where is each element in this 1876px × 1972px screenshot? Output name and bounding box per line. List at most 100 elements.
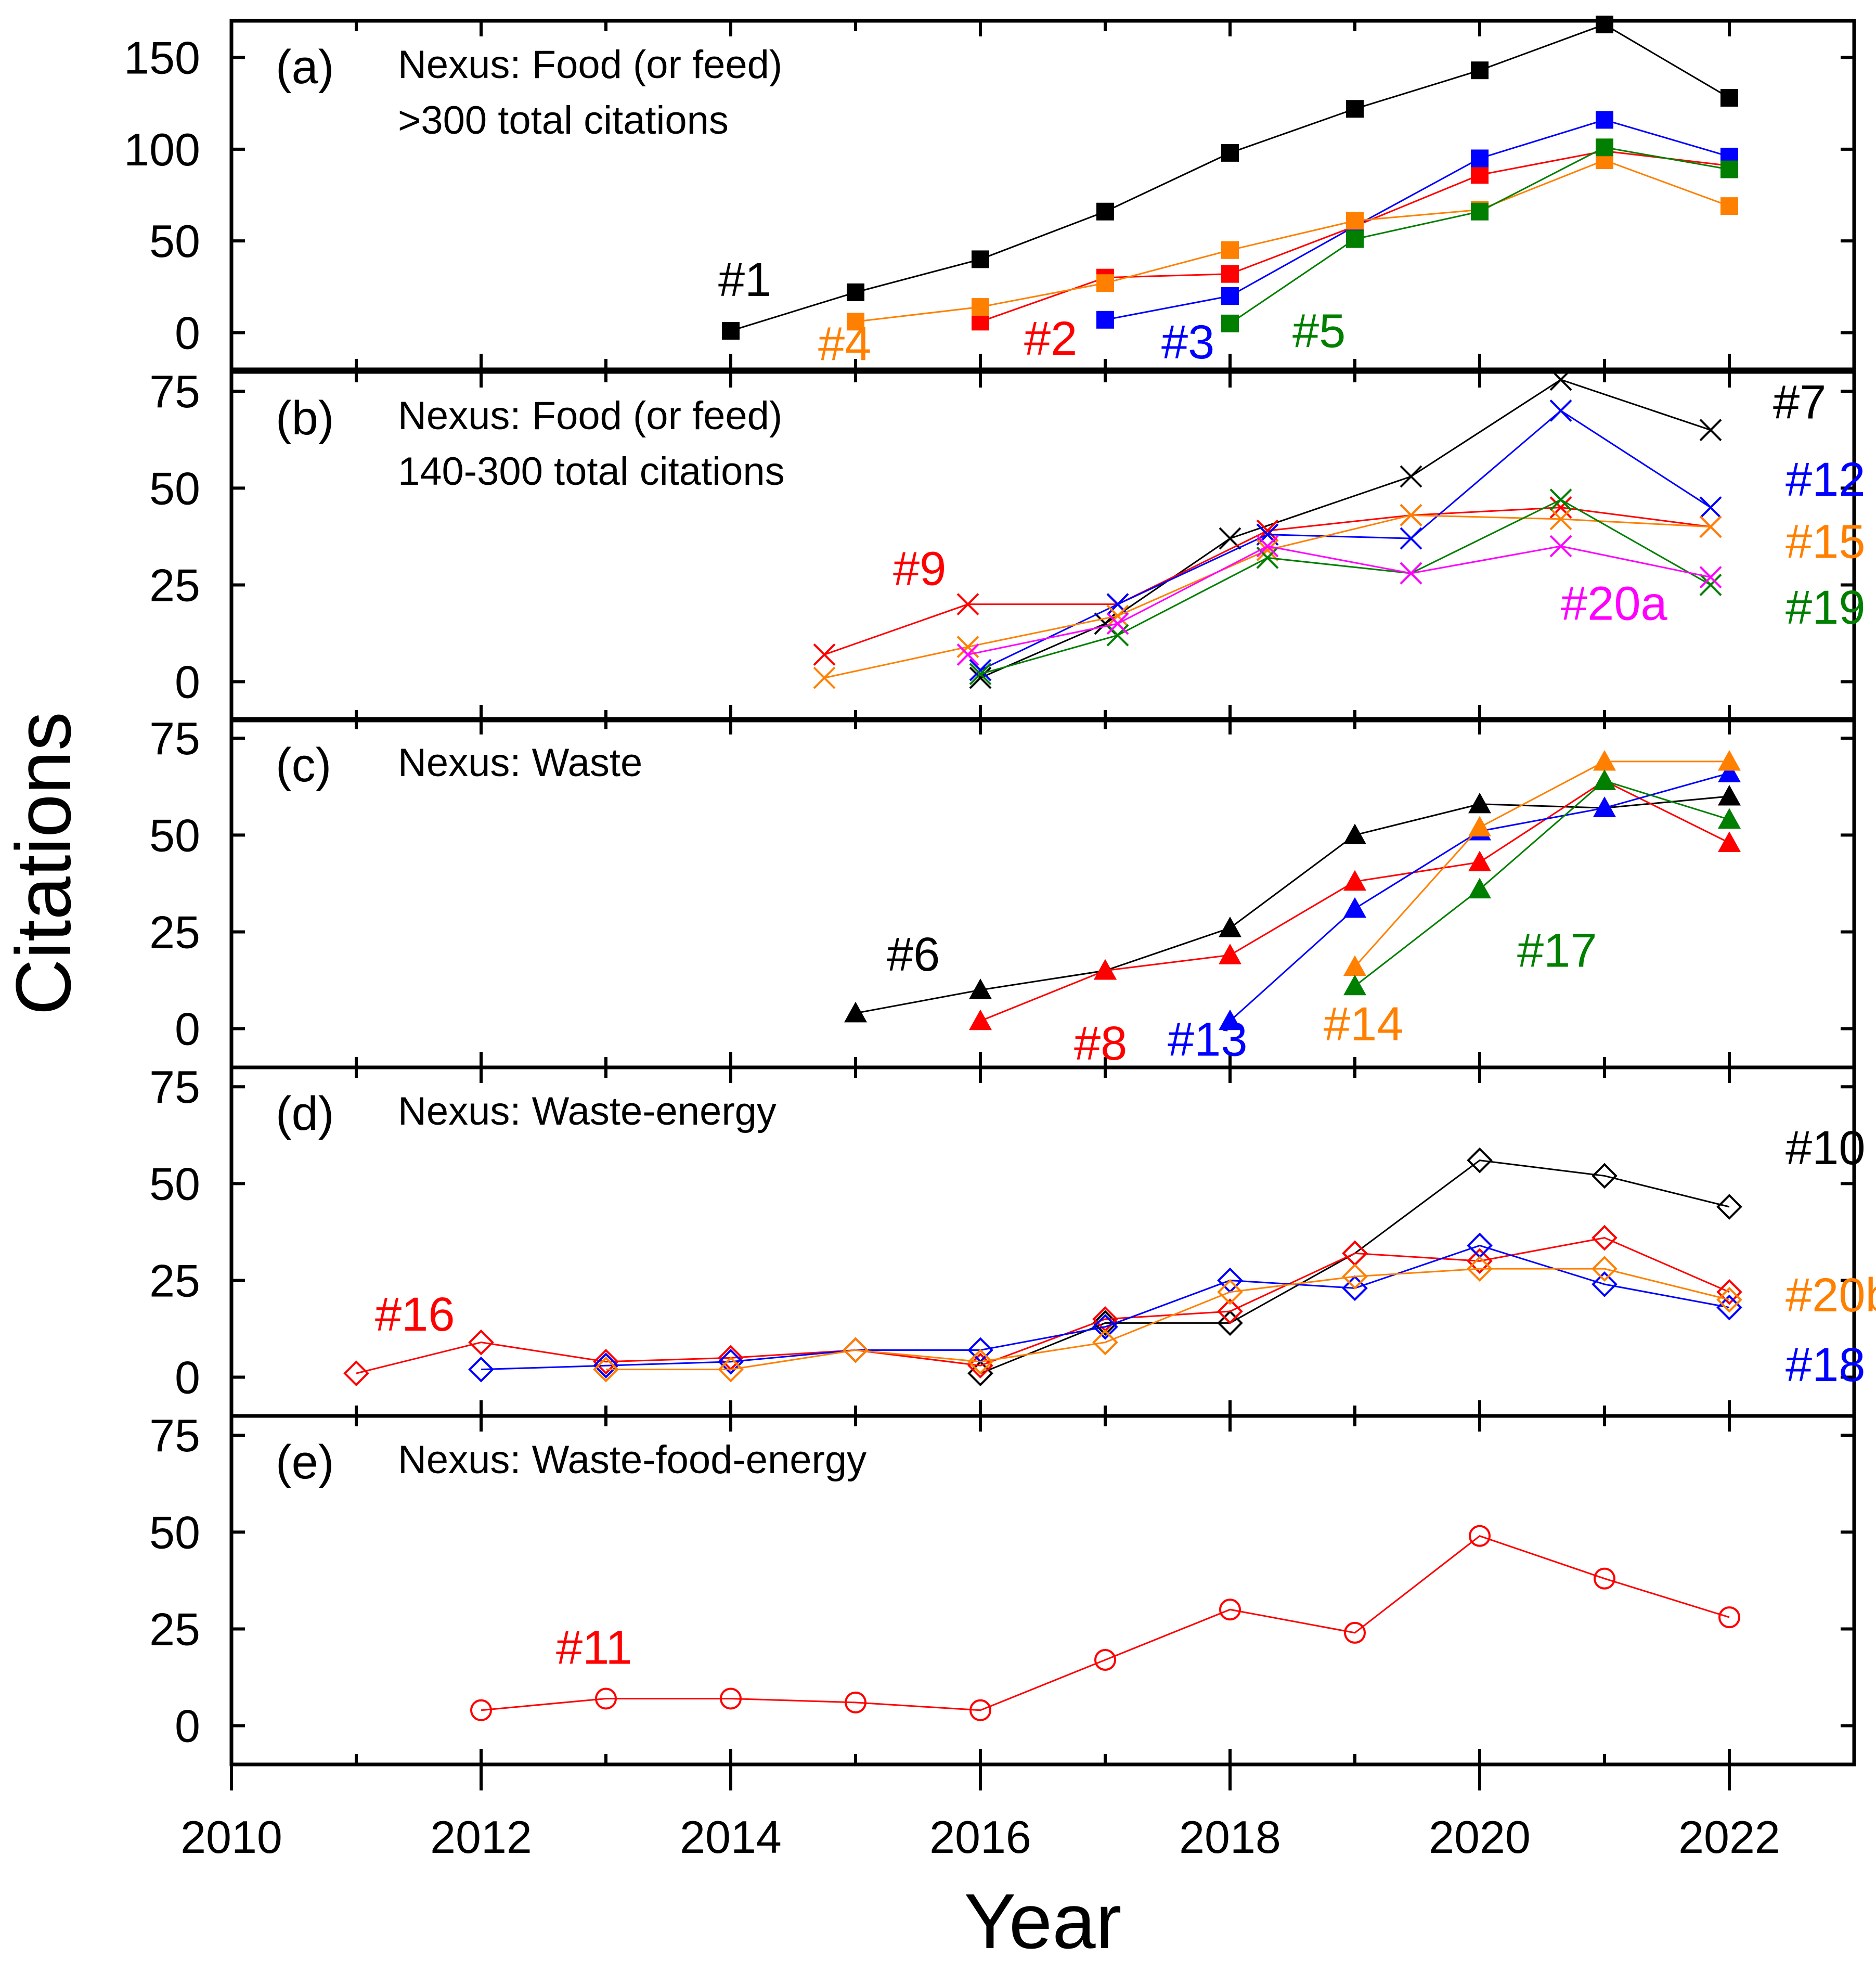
series-n12 xyxy=(969,399,1722,681)
data-point-square xyxy=(1720,89,1738,107)
data-point-square xyxy=(847,283,864,301)
data-point-cross xyxy=(1699,574,1722,596)
data-point-cross xyxy=(1549,399,1572,422)
data-point-cross xyxy=(969,666,992,689)
data-point-circle xyxy=(720,1687,742,1710)
series-n10 xyxy=(967,1147,1742,1386)
data-point-diamond xyxy=(468,1329,494,1356)
data-point-diamond xyxy=(1716,1279,1742,1305)
y-tick-label: 100 xyxy=(124,124,200,175)
panel-title: >300 total citations xyxy=(398,98,729,143)
data-point-cross xyxy=(1400,562,1422,585)
data-point-cross xyxy=(1106,624,1129,647)
data-point-triangle xyxy=(1343,897,1366,918)
data-point-triangle xyxy=(1468,878,1491,899)
data-point-circle xyxy=(845,1691,866,1713)
cross-stroke xyxy=(1106,604,1129,627)
data-point-circle xyxy=(470,1699,492,1721)
data-point-square xyxy=(1221,287,1239,305)
data-point-triangle xyxy=(1718,784,1741,806)
data-point-cross xyxy=(1400,465,1422,488)
data-point-square xyxy=(1596,16,1613,34)
series-line xyxy=(967,545,1711,655)
data-point-square xyxy=(1471,61,1489,80)
cross-stroke xyxy=(1256,546,1279,569)
data-point-diamond xyxy=(1342,1275,1368,1301)
data-point-square xyxy=(722,321,740,340)
series-label: #18 xyxy=(1786,1338,1866,1391)
data-point-triangle xyxy=(1718,831,1741,852)
panel-e: 0 25 50 75 (e) Nexus: Waste-food-energy #11 xyxy=(149,1410,1856,1767)
series-line xyxy=(1354,780,1730,987)
data-point-cross xyxy=(1400,504,1422,526)
data-point-triangle xyxy=(1718,762,1741,782)
data-point-square xyxy=(1720,160,1738,178)
cross-stroke xyxy=(1549,508,1572,531)
data-point-diamond xyxy=(1592,1256,1618,1282)
series-n20a xyxy=(956,535,1722,666)
y-tick-label: 0 xyxy=(175,307,200,358)
panel-title: Nexus: Food (or feed) xyxy=(398,43,782,87)
data-point-square xyxy=(1096,311,1114,329)
series-n1 xyxy=(722,16,1738,340)
panel-tag: (e) xyxy=(276,1436,334,1489)
cross-stroke xyxy=(1256,535,1279,558)
series-label: #2 xyxy=(1024,312,1077,365)
series-label: #20b xyxy=(1786,1269,1876,1322)
data-point-triangle xyxy=(1468,816,1491,837)
series-label: #16 xyxy=(375,1288,455,1341)
series-label: #11 xyxy=(556,1621,632,1674)
y-tick-label: 50 xyxy=(149,1506,200,1558)
y-tick-label: 50 xyxy=(149,462,200,514)
cross-stroke xyxy=(969,663,992,686)
data-point-cross xyxy=(1106,612,1129,635)
y-tick-label: 25 xyxy=(149,906,200,958)
series-n14 xyxy=(1343,750,1741,976)
cross-stroke xyxy=(813,666,836,689)
y-tick-label: 0 xyxy=(175,656,200,708)
panel-c: 0 25 50 75 (c) Nexus: Waste #6 #8 #13 #14 #17 xyxy=(149,713,1856,1070)
data-point-square xyxy=(1596,138,1613,157)
data-point-square xyxy=(1471,149,1489,167)
data-point-circle xyxy=(969,1699,991,1721)
series-n6 xyxy=(844,784,1741,1023)
data-point-diamond xyxy=(1217,1310,1243,1336)
cross-stroke xyxy=(1699,496,1722,519)
data-point-diamond xyxy=(1467,1256,1493,1282)
data-point-cross xyxy=(813,666,836,689)
data-point-square xyxy=(1221,265,1239,283)
panel-title: Nexus: Waste-food-energy xyxy=(398,1438,866,1482)
data-point-diamond xyxy=(1716,1286,1742,1313)
data-point-square xyxy=(1596,111,1613,129)
data-point-triangle xyxy=(844,1001,867,1023)
series-line xyxy=(481,1535,1730,1711)
data-point-cross xyxy=(956,643,979,666)
data-point-square xyxy=(1221,314,1239,332)
series-line xyxy=(980,1159,1730,1374)
series-line xyxy=(980,409,1711,671)
data-point-circle xyxy=(1219,1599,1241,1621)
x-tick-label: 2022 xyxy=(1678,1811,1780,1863)
data-point-square xyxy=(1346,212,1364,230)
data-point-square xyxy=(1471,166,1489,184)
cross-stroke xyxy=(1400,562,1422,585)
data-point-square xyxy=(1346,100,1364,118)
series-label: #10 xyxy=(1786,1122,1866,1175)
cross-stroke xyxy=(1699,515,1722,538)
data-point-triangle xyxy=(1718,808,1741,829)
data-point-diamond xyxy=(1592,1225,1618,1251)
data-point-circle xyxy=(1718,1606,1740,1629)
data-point-cross xyxy=(1400,527,1422,550)
data-point-diamond xyxy=(718,1356,744,1383)
x-tick-label: 2014 xyxy=(680,1811,782,1863)
data-point-diamond xyxy=(1342,1264,1368,1290)
x-axis: 2010 2012 2014 2016 2018 2020 2022 xyxy=(180,1764,1780,1863)
panels-layer: 0 50 100 150 (a) Nexus: Food (or feed) >300 to… xyxy=(124,16,1876,1767)
y-tick-label: 75 xyxy=(149,713,200,764)
data-point-square xyxy=(1221,144,1239,162)
panel-d: 0 25 50 75 (d) Nexus: Waste-energy #10 #20b #18 #… xyxy=(149,1061,1876,1418)
cross-stroke xyxy=(1699,566,1722,588)
cross-stroke xyxy=(1256,539,1279,561)
series-label: #17 xyxy=(1517,924,1597,977)
data-point-triangle xyxy=(1718,750,1741,771)
